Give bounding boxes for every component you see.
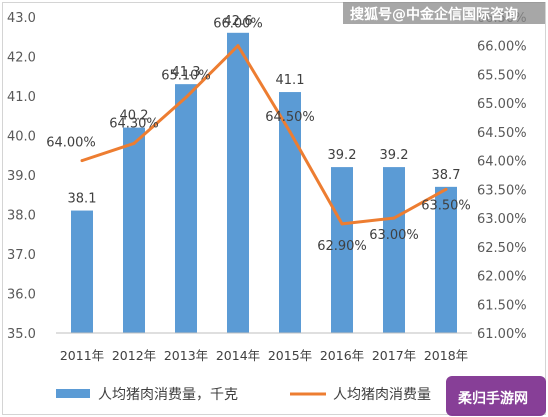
line-value-label: 63.00%	[369, 228, 419, 243]
bar-value-label: 39.2	[380, 148, 409, 163]
line-value-label: 65.10%	[161, 68, 211, 83]
bar-value-label: 42.6	[224, 14, 253, 29]
bar	[227, 32, 249, 334]
left-y-tick-label: 42.0	[7, 51, 36, 66]
bar-value-label: 38.7	[432, 168, 461, 183]
x-tick-label: 2014年	[216, 348, 260, 363]
left-y-tick-label: 38.0	[7, 209, 36, 224]
bar-value-label: 41.1	[276, 73, 305, 88]
left-y-tick-label: 39.0	[7, 169, 36, 184]
corner-logo-text: 柔归手游网	[457, 390, 528, 407]
bar	[123, 127, 145, 333]
bar-value-label: 38.1	[68, 192, 97, 207]
bar	[71, 210, 93, 333]
right-y-tick-label: 61.00%	[477, 327, 527, 342]
line-path	[81, 44, 447, 226]
line-value-label: 64.00%	[46, 136, 96, 151]
line-point	[288, 130, 292, 134]
left-y-axis: 35.0 36.0 37.0 38.0 39.0 40.0 41.0 42.0 43.0	[7, 11, 36, 342]
legend-bar-label: 人均猪肉消费量，千克	[98, 387, 238, 403]
right-y-tick-label: 64.00%	[477, 155, 527, 170]
x-tick-label: 2013年	[164, 348, 208, 363]
line-value-label: 62.90%	[317, 239, 367, 254]
x-tick-label: 2015年	[268, 348, 312, 363]
left-y-tick-label: 36.0	[7, 288, 36, 303]
right-y-tick-label: 66.00%	[477, 40, 527, 55]
line-point	[132, 141, 136, 145]
x-tick-label: 2011年	[60, 348, 104, 363]
bar-value-label: 40.2	[120, 109, 149, 124]
right-y-tick-label: 61.50%	[477, 298, 527, 313]
line-point	[340, 222, 344, 226]
x-tick-label: 2016年	[320, 348, 364, 363]
line-point	[184, 95, 188, 99]
line-point	[80, 159, 84, 163]
line-value-label: 63.50%	[421, 198, 471, 213]
right-y-axis: 61.00% 61.50% 62.00% 62.50% 63.00% 63.50% 64.0…	[477, 11, 527, 342]
line-value-label: 64.50%	[265, 110, 315, 125]
right-y-tick-label: 65.00%	[477, 97, 527, 112]
x-tick-label: 2018年	[424, 348, 468, 363]
watermark-text: 搜狐号@中金企信国际咨询	[350, 6, 518, 23]
watermark-badge: 搜狐号@中金企信国际咨询	[343, 2, 545, 24]
bar	[175, 84, 197, 334]
watermark-background	[343, 2, 545, 24]
line-value-label: 66.00%	[213, 17, 263, 32]
x-axis: 2011年 2012年 2013年 2014年 2015年 2016年 2017年 2018年	[56, 332, 472, 363]
legend-line-label: 人均猪肉消费量	[333, 387, 431, 403]
legend-bar-swatch	[56, 389, 90, 398]
bar-value-label: 41.3	[172, 65, 201, 80]
right-y-tick-label: 62.00%	[477, 270, 527, 285]
left-y-tick-label: 41.0	[7, 90, 36, 105]
left-y-tick-label: 35.0	[7, 327, 36, 342]
line-value-label: 64.30%	[109, 116, 159, 131]
corner-logo: 柔归手游网	[446, 376, 546, 416]
x-tick-label: 2012年	[112, 348, 156, 363]
right-y-tick-label: 63.50%	[477, 183, 527, 198]
bar	[279, 92, 301, 333]
line-point	[444, 187, 448, 191]
line-series: 64.00% 64.30% 65.10% 66.00% 64.50% 62.90%63.0…	[46, 17, 471, 254]
legend: 人均猪肉消费量，千克 人均猪肉消费量	[56, 387, 431, 403]
bar	[435, 186, 457, 333]
bar	[331, 167, 353, 333]
bar-series: 38.1 40.2 41.3 42.6 41.1 39.2 39.2 38.7	[68, 14, 461, 334]
corner-logo-background	[446, 376, 546, 416]
left-y-tick-label: 40.0	[7, 130, 36, 145]
bar-value-label: 39.2	[328, 148, 357, 163]
right-y-tick-label: 63.00%	[477, 212, 527, 227]
bar	[383, 167, 405, 333]
left-y-tick-label: 43.0	[7, 11, 36, 26]
right-y-tick-label: 65.50%	[477, 68, 527, 83]
right-y-tick-label: 64.50%	[477, 126, 527, 141]
x-tick-label: 2017年	[372, 348, 416, 363]
right-y-tick-label: 62.50%	[477, 241, 527, 256]
line-point	[236, 44, 240, 48]
line-point	[392, 216, 396, 220]
left-y-tick-label: 37.0	[7, 248, 36, 263]
